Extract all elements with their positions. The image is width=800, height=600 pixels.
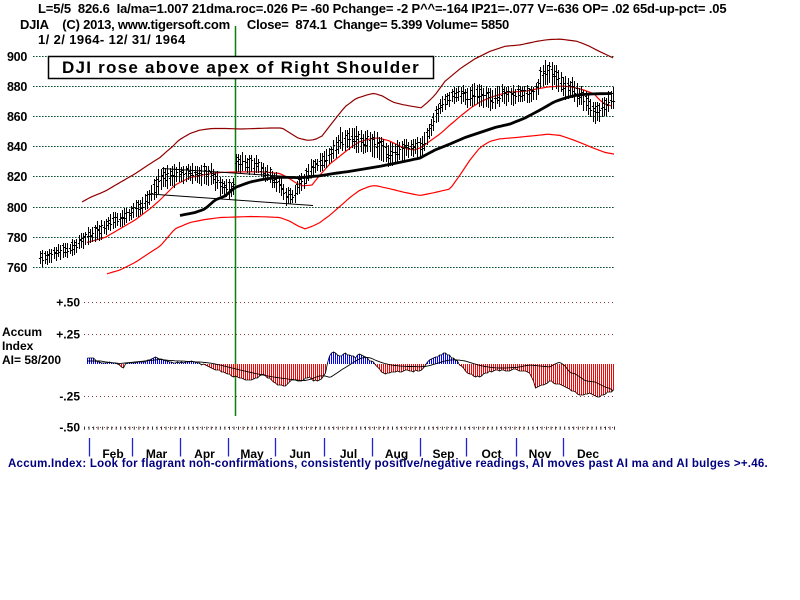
svg-text:Mar: Mar [146,447,168,461]
svg-text:Feb: Feb [102,447,123,461]
svg-text:Dec: Dec [577,447,599,461]
svg-text:Accum.Index: Look for flagrant: Accum.Index: Look for flagrant non-confi… [8,458,768,470]
svg-text:800: 800 [7,201,27,215]
svg-text:1/ 2/ 1964- 12/ 31/ 1964: 1/ 2/ 1964- 12/ 31/ 1964 [38,32,186,47]
svg-text:Aug: Aug [385,447,408,461]
svg-text:840: 840 [7,140,27,154]
svg-text:Nov: Nov [529,447,552,461]
svg-text:860: 860 [7,110,27,124]
svg-text:+.25: +.25 [56,328,80,342]
svg-text:Jun: Jun [289,447,310,461]
svg-text:AI= 58/200: AI= 58/200 [2,353,61,367]
svg-text:Apr: Apr [194,447,215,461]
svg-text:-.25: -.25 [59,390,80,404]
svg-text:-.50: -.50 [59,421,80,435]
svg-text:Index: Index [2,339,34,353]
svg-text:Jul: Jul [340,447,357,461]
svg-text:780: 780 [7,231,27,245]
svg-text:760: 760 [7,261,27,275]
svg-text:DJIA (C) 2013, www.tigersof: DJIA (C) 2013, www.tigersoft.com Close= … [20,17,509,32]
svg-text:DJI rose above apex of Right S: DJI rose above apex of Right Shoulder [62,58,420,77]
svg-text:May: May [240,447,264,461]
svg-text:Oct: Oct [481,447,501,461]
svg-text:880: 880 [7,80,27,94]
svg-text:L=5/5 826.6 Ia/ma=1.007 21dm: L=5/5 826.6 Ia/ma=1.007 21dma.roc=.026 P… [38,1,726,16]
svg-text:Sep: Sep [432,447,454,461]
svg-text:820: 820 [7,170,27,184]
svg-text:900: 900 [7,50,27,64]
svg-text:+.50: +.50 [56,296,80,310]
svg-text:Accum: Accum [2,325,42,339]
